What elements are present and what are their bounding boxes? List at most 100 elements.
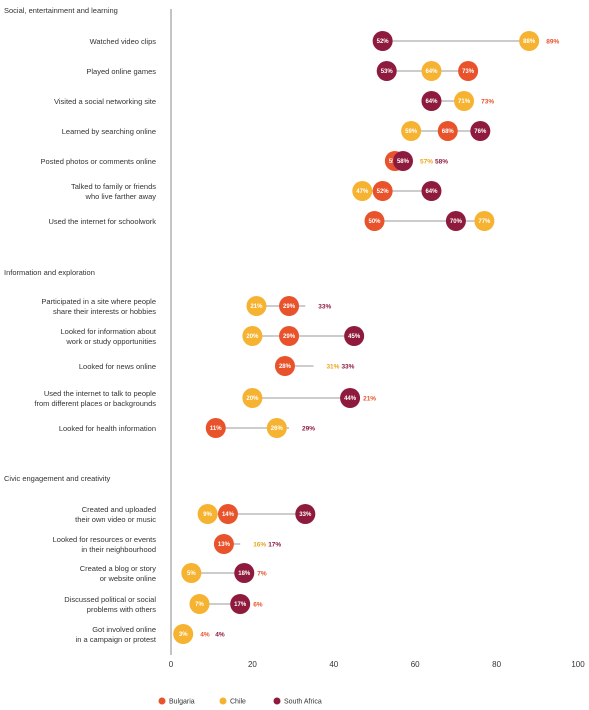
dot-chile <box>246 296 267 316</box>
row-label: from different places or backgrounds <box>34 399 156 408</box>
value-label-outside: 31% <box>326 364 339 371</box>
value-label-outside: 33% <box>318 304 331 311</box>
value-label: 17% <box>234 602 247 608</box>
value-label: 5% <box>187 571 196 577</box>
row-label: Played online games <box>86 67 156 76</box>
value-label: 45% <box>348 334 361 340</box>
dot-chile <box>519 31 540 51</box>
value-label: 18% <box>238 571 251 577</box>
value-label: 7% <box>195 602 204 608</box>
row-label: Participated in a site where people <box>41 297 156 306</box>
row-label: problems with others <box>87 605 156 614</box>
value-label: 52% <box>377 189 390 195</box>
dot-south-africa <box>392 151 413 171</box>
row-label: or website online <box>100 574 156 583</box>
value-label: 13% <box>218 542 231 548</box>
value-label: 71% <box>458 99 471 105</box>
value-label: 33% <box>299 512 312 518</box>
row-label: Got involved online <box>92 625 156 634</box>
value-label: 58% <box>397 159 410 165</box>
dot-chile <box>181 563 202 583</box>
value-label: 53% <box>381 69 394 75</box>
dot-bulgaria <box>205 418 226 438</box>
value-label: 70% <box>450 219 463 225</box>
dot-bulgaria <box>437 121 458 141</box>
legend-label: Chile <box>230 699 246 706</box>
value-label: 20% <box>246 396 259 402</box>
dot-south-africa <box>372 31 393 51</box>
dot-bulgaria <box>458 61 479 81</box>
value-label: 88% <box>523 39 536 45</box>
value-label-outside: 16% <box>253 542 266 549</box>
row-label: Looked for health information <box>59 424 156 433</box>
value-label: 76% <box>474 129 487 135</box>
dot-south-africa <box>445 211 466 231</box>
value-label: 9% <box>203 512 212 518</box>
legend-swatch <box>158 697 166 705</box>
value-label-outside: 58% <box>435 159 448 166</box>
row-label: Posted photos or comments online <box>41 157 156 166</box>
value-label: 11% <box>210 426 222 432</box>
value-label-outside: 33% <box>341 364 354 371</box>
dot-bulgaria <box>217 504 238 524</box>
legend-swatch <box>273 697 281 705</box>
row-label: their own video or music <box>75 515 156 524</box>
dot-south-africa <box>230 594 251 614</box>
dot-south-africa <box>344 326 365 346</box>
x-tick-label: 60 <box>411 660 420 669</box>
legend-label: Bulgaria <box>169 699 195 706</box>
value-label: 26% <box>271 426 284 432</box>
dot-south-africa <box>421 91 442 111</box>
x-tick-label: 20 <box>248 660 257 669</box>
value-label-outside: 4% <box>215 632 225 639</box>
row-label: Looked for news online <box>79 362 156 371</box>
value-label-outside: 17% <box>268 542 281 549</box>
dot-chile <box>266 418 287 438</box>
value-label: 14% <box>222 512 235 518</box>
row-label: share their interests or hobbies <box>53 307 156 316</box>
dot-chile <box>242 326 263 346</box>
dot-south-africa <box>421 181 442 201</box>
dot-chile <box>454 91 475 111</box>
row-label: Looked for information about <box>61 327 157 336</box>
x-tick-label: 100 <box>571 660 585 669</box>
row-label: Created a blog or story <box>80 564 157 573</box>
x-tick-label: 0 <box>169 660 174 669</box>
value-label: 29% <box>283 334 296 340</box>
value-label: 3% <box>179 632 188 638</box>
section-title: Civic engagement and creativity <box>4 474 111 483</box>
dot-south-africa <box>340 388 361 408</box>
value-label-outside: 89% <box>546 39 559 46</box>
x-tick-label: 40 <box>329 660 338 669</box>
x-tick-label: 80 <box>492 660 501 669</box>
dot-bulgaria <box>274 356 295 376</box>
value-label: 20% <box>246 334 259 340</box>
value-label: 47% <box>356 189 369 195</box>
dot-south-africa <box>295 504 316 524</box>
dot-bulgaria <box>279 296 300 316</box>
row-label: in a campaign or protest <box>76 635 157 644</box>
legend-label: South Africa <box>284 699 322 706</box>
dot-bulgaria <box>279 326 300 346</box>
section-title: Social, entertainment and learning <box>4 6 118 15</box>
row-label: Created and uploaded <box>82 505 156 514</box>
value-label-outside: 21% <box>363 396 376 403</box>
row-label: Discussed political or social <box>64 595 156 604</box>
row-label: Talked to family or friends <box>71 182 156 191</box>
value-label: 29% <box>283 304 296 310</box>
dot-chile <box>421 61 442 81</box>
row-label: Used the internet to talk to people <box>44 389 156 398</box>
value-label-outside: 6% <box>253 602 263 609</box>
value-label: 64% <box>425 189 438 195</box>
value-label: 28% <box>279 364 292 370</box>
dot-south-africa <box>470 121 491 141</box>
value-label: 52% <box>377 39 390 45</box>
dot-chile <box>173 624 194 644</box>
dot-south-africa <box>376 61 397 81</box>
value-label-outside: 4% <box>200 632 210 639</box>
row-label: Learned by searching online <box>62 127 156 136</box>
dot-bulgaria <box>364 211 385 231</box>
value-label: 77% <box>478 219 491 225</box>
value-label: 68% <box>442 129 455 135</box>
